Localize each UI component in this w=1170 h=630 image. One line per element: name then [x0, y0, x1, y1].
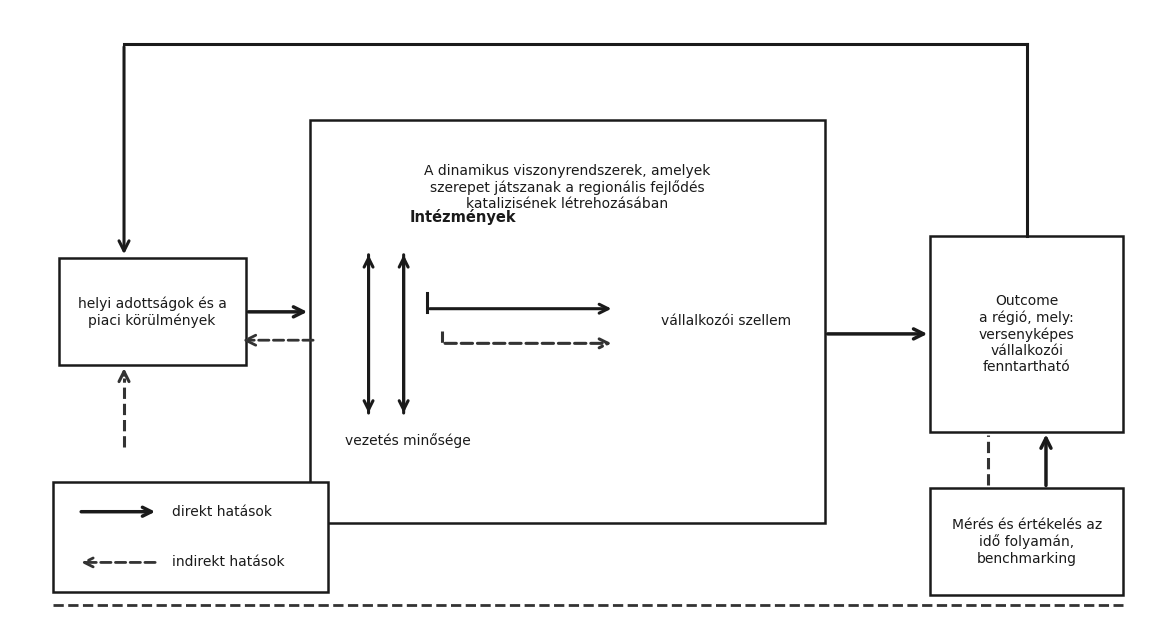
FancyBboxPatch shape: [53, 482, 328, 592]
Text: vezetés minősége: vezetés minősége: [345, 433, 470, 449]
Text: A dinamikus viszonyrendszerek, amelyek
szerepet játszanak a regionális fejlődés
: A dinamikus viszonyrendszerek, amelyek s…: [425, 164, 710, 211]
Text: direkt hatások: direkt hatások: [172, 505, 271, 518]
Text: Intézmények: Intézmények: [410, 209, 516, 226]
FancyBboxPatch shape: [930, 488, 1123, 595]
Text: vállalkozói szellem: vállalkozói szellem: [661, 314, 791, 328]
Text: Outcome
a régió, mely:
versenyképes
vállalkozói
fenntartható: Outcome a régió, mely: versenyképes váll…: [979, 294, 1074, 374]
Text: helyi adottságok és a
piaci körülmények: helyi adottságok és a piaci körülmények: [77, 296, 227, 328]
Text: indirekt hatások: indirekt hatások: [172, 556, 284, 570]
FancyBboxPatch shape: [310, 120, 825, 523]
FancyBboxPatch shape: [930, 236, 1123, 432]
FancyBboxPatch shape: [58, 258, 246, 365]
Text: Mérés és értékelés az
idő folyamán,
benchmarking: Mérés és értékelés az idő folyamán, benc…: [951, 518, 1102, 566]
